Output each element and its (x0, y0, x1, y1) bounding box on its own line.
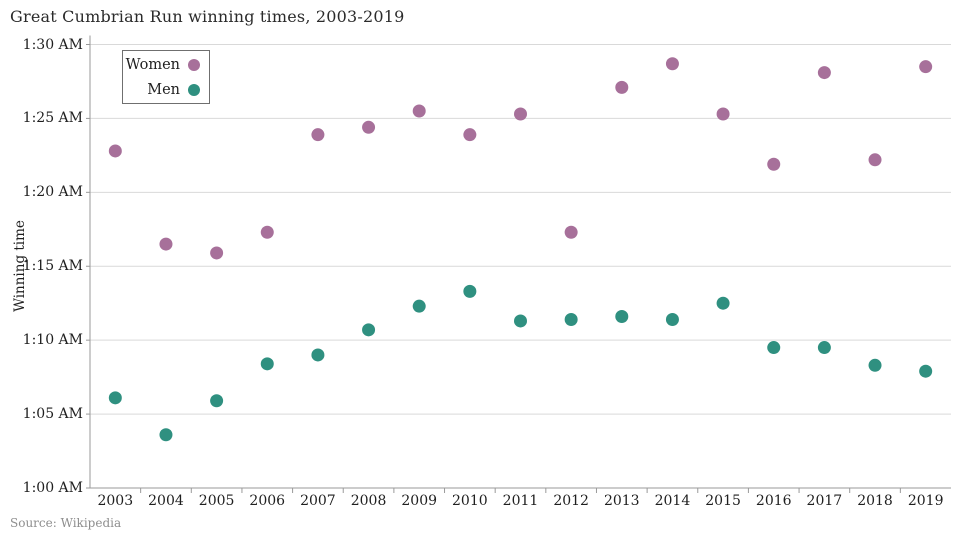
source-note: Source: Wikipedia (10, 516, 122, 530)
y-tick-label: 1:20 AM (22, 184, 83, 201)
point-women-2019 (919, 60, 933, 74)
x-tick-label: 2014 (654, 493, 691, 509)
x-tick-label: 2009 (401, 493, 438, 509)
point-women-2008 (362, 120, 376, 134)
point-women-2009 (412, 104, 426, 118)
x-tick-label: 2003 (97, 493, 134, 509)
point-women-2015 (716, 107, 730, 121)
point-men-2004 (159, 428, 173, 442)
x-tick-label: 2008 (350, 493, 387, 509)
point-men-2009 (412, 299, 426, 313)
point-men-2007 (311, 348, 325, 362)
y-tick-label: 1:00 AM (22, 480, 83, 496)
y-tick-label: 1:05 AM (22, 406, 83, 423)
y-tick-label: 1:30 AM (22, 36, 83, 53)
point-women-2017 (817, 66, 831, 80)
x-tick-label: 2011 (502, 493, 539, 509)
point-women-2014 (665, 57, 679, 71)
point-women-2004 (159, 237, 173, 251)
point-women-2006 (260, 225, 274, 239)
x-tick-label: 2004 (148, 493, 184, 509)
x-tick-label: 2015 (705, 493, 741, 509)
y-tick-label: 1:25 AM (22, 110, 83, 127)
point-men-2014 (665, 312, 679, 326)
x-tick-label: 2007 (300, 493, 336, 509)
x-tick-label: 2006 (249, 493, 286, 509)
x-tick-label: 2013 (603, 493, 640, 509)
legend-item-women: Women (123, 54, 200, 76)
point-women-2003 (108, 144, 122, 158)
point-men-2016 (767, 341, 781, 355)
point-women-2016 (767, 157, 781, 171)
chart-title: Great Cumbrian Run winning times, 2003-2… (10, 7, 405, 26)
legend: Women Men (122, 50, 210, 104)
point-women-2012 (564, 225, 578, 239)
point-men-2005 (210, 394, 224, 408)
x-tick-label: 2005 (198, 493, 235, 509)
point-women-2018 (868, 153, 882, 167)
y-tick-label: 1:15 AM (22, 258, 83, 275)
legend-label-men: Men (147, 81, 180, 98)
legend-label-women: Women (125, 56, 180, 73)
legend-item-men: Men (123, 79, 200, 101)
x-tick-label: 2018 (857, 493, 893, 509)
x-tick-label: 2010 (452, 493, 488, 509)
point-men-2015 (716, 296, 730, 310)
y-tick-label: 1:10 AM (22, 332, 83, 349)
x-tick-label: 2017 (806, 493, 843, 509)
point-women-2013 (615, 80, 629, 94)
point-women-2010 (463, 128, 477, 142)
legend-marker-women-icon (188, 58, 200, 71)
x-tick-label: 2016 (755, 493, 792, 509)
point-women-2007 (311, 128, 325, 142)
point-men-2012 (564, 312, 578, 326)
point-men-2003 (108, 391, 122, 405)
point-men-2019 (919, 364, 933, 378)
point-women-2005 (210, 246, 224, 260)
point-men-2006 (260, 357, 274, 371)
point-men-2010 (463, 284, 477, 298)
point-men-2017 (817, 341, 831, 355)
point-men-2018 (868, 358, 882, 372)
legend-marker-men-icon (188, 83, 200, 96)
point-men-2008 (362, 323, 376, 337)
point-men-2011 (514, 314, 527, 328)
x-tick-label: 2012 (553, 493, 589, 509)
x-tick-label: 2019 (907, 493, 944, 509)
point-women-2011 (514, 107, 527, 121)
point-men-2013 (615, 310, 629, 324)
